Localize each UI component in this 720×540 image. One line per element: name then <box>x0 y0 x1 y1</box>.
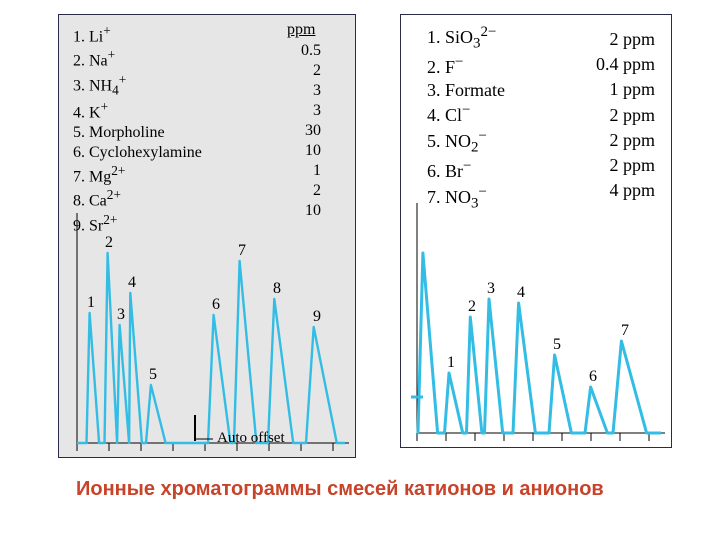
cation-chromatogram: 1 2 34 5 6 7 8 9 Auto offset <box>59 15 355 457</box>
svg-text:3: 3 <box>117 306 125 323</box>
svg-text:1: 1 <box>87 294 95 311</box>
svg-text:9: 9 <box>313 308 321 325</box>
anion-panel: 1. SiO32−2. F−3. Formate4. Cl−5. NO2−6. … <box>400 14 672 448</box>
svg-text:1: 1 <box>447 354 455 371</box>
svg-text:3: 3 <box>487 280 495 297</box>
svg-text:4: 4 <box>128 274 136 291</box>
svg-text:2: 2 <box>105 234 113 251</box>
svg-text:5: 5 <box>149 366 157 383</box>
svg-text:7: 7 <box>621 322 629 339</box>
svg-text:5: 5 <box>553 336 561 353</box>
svg-text:7: 7 <box>238 242 246 259</box>
cation-panel: ppm 1. Li+2. Na+3. NH4+4. K+5. Morpholin… <box>58 14 356 458</box>
caption: Ионные хроматограммы смесей катионов и а… <box>76 478 604 501</box>
svg-text:Auto offset: Auto offset <box>217 430 285 446</box>
page: ppm 1. Li+2. Na+3. NH4+4. K+5. Morpholin… <box>0 0 720 540</box>
svg-text:2: 2 <box>468 298 476 315</box>
svg-text:4: 4 <box>517 284 525 301</box>
svg-text:6: 6 <box>212 296 220 313</box>
svg-text:8: 8 <box>273 280 281 297</box>
anion-chromatogram: 1234567 <box>401 15 671 447</box>
svg-text:6: 6 <box>589 368 597 385</box>
